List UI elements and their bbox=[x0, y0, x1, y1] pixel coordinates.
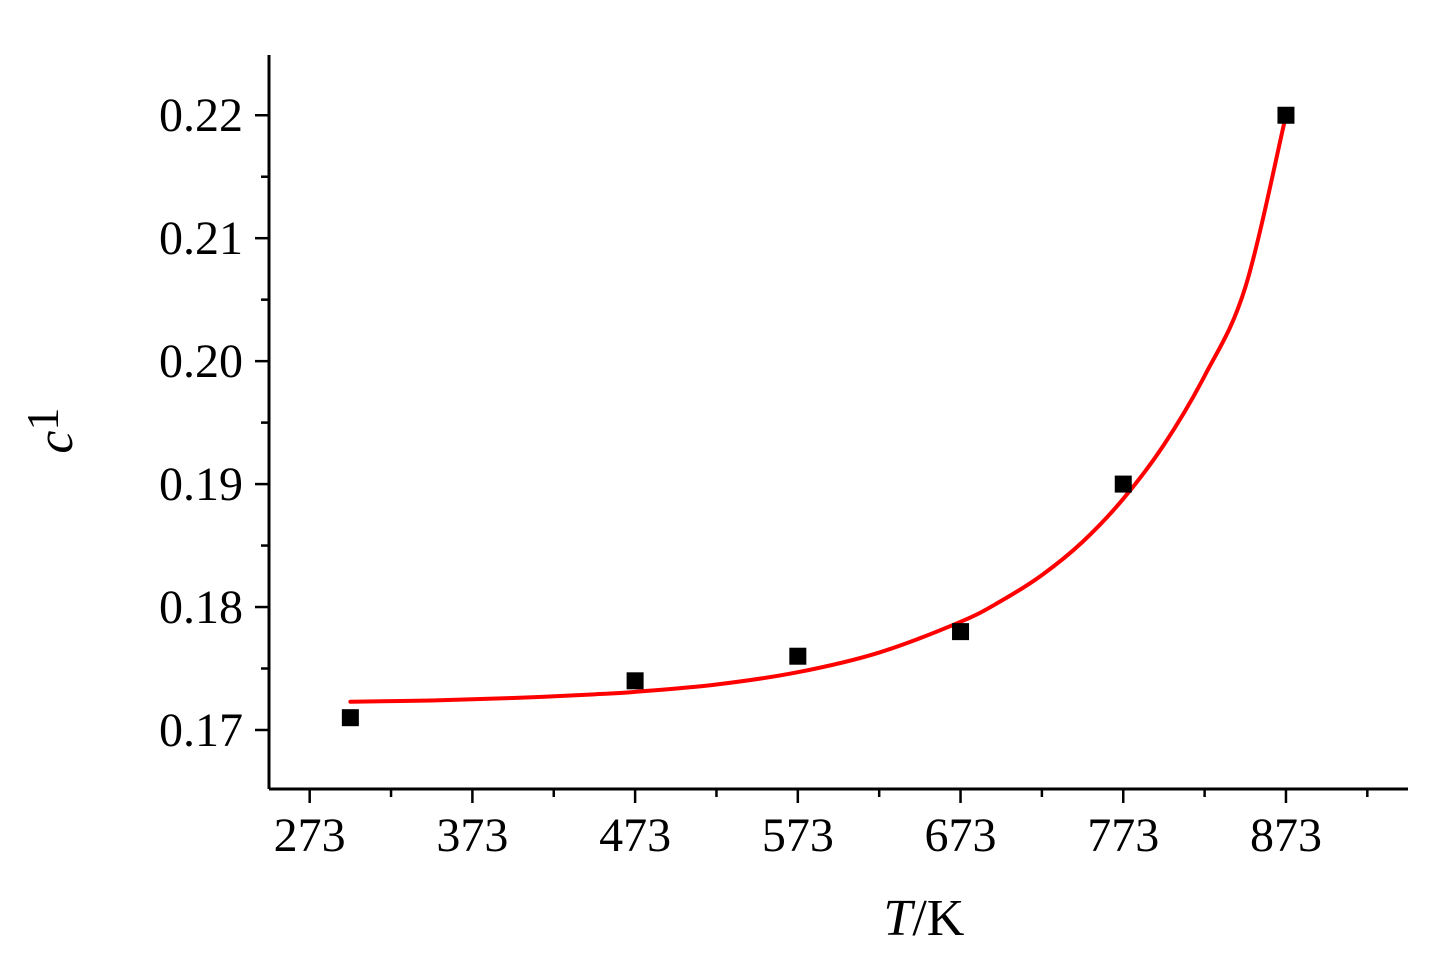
x-tick-label: 373 bbox=[436, 809, 508, 862]
data-point bbox=[626, 672, 644, 690]
data-point bbox=[789, 647, 807, 665]
y-axis-title-var: c bbox=[27, 431, 84, 454]
x-tick-label: 573 bbox=[762, 809, 834, 862]
y-ticks: 0.17 0.18 0.19 0.20 0.21 0.22 bbox=[159, 89, 269, 757]
x-ticks: 273 373 473 573 673 773 873 bbox=[274, 789, 1369, 862]
data-point bbox=[1277, 106, 1295, 124]
x-tick-label: 273 bbox=[274, 809, 346, 862]
x-tick-label: 773 bbox=[1087, 809, 1159, 862]
x-tick-label: 473 bbox=[599, 809, 671, 862]
y-tick-label: 0.22 bbox=[159, 89, 243, 142]
y-tick-label: 0.17 bbox=[159, 704, 243, 757]
points-layer bbox=[341, 106, 1295, 727]
y-axis-title-subscript: 1 bbox=[17, 408, 68, 431]
fit-layer bbox=[348, 113, 1288, 704]
y-tick-label: 0.20 bbox=[159, 335, 243, 388]
data-point bbox=[952, 623, 970, 641]
x-axis-title: T/K bbox=[883, 890, 964, 947]
y-tick-label: 0.19 bbox=[159, 458, 243, 511]
x-tick-label: 873 bbox=[1250, 809, 1322, 862]
fit-curve bbox=[348, 113, 1288, 704]
data-point bbox=[341, 709, 359, 727]
y-tick-label: 0.18 bbox=[159, 581, 243, 634]
x-axis-title-var: T bbox=[883, 890, 915, 947]
y-tick-label: 0.21 bbox=[159, 212, 243, 265]
data-point bbox=[1114, 475, 1132, 493]
svg-text:c1: c1 bbox=[17, 408, 84, 454]
axes bbox=[267, 55, 1408, 791]
x-tick-label: 673 bbox=[925, 809, 997, 862]
x-axis-title-unit: /K bbox=[912, 890, 964, 947]
y-axis-title: c1 bbox=[17, 408, 84, 454]
